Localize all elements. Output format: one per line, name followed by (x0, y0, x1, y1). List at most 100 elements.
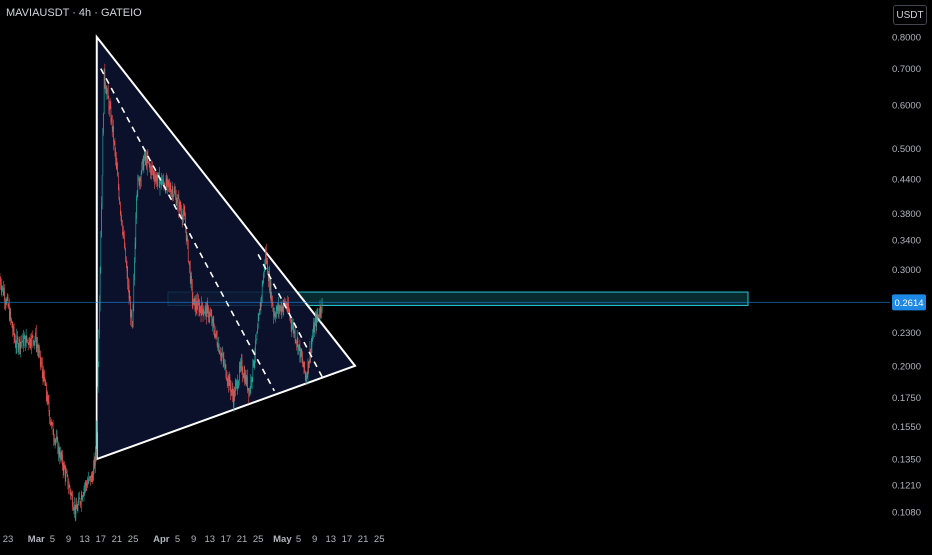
candle-up (101, 203, 102, 237)
candle-up (69, 486, 70, 487)
candle-down (248, 388, 249, 395)
candle-up (100, 268, 101, 303)
candle-down (281, 306, 282, 312)
candle-up (84, 487, 85, 488)
candle-down (38, 349, 39, 353)
candle-up (241, 360, 242, 363)
candle-down (14, 337, 15, 341)
candle-up (177, 198, 178, 203)
candle-down (72, 495, 73, 507)
candle-down (92, 475, 93, 477)
candle-up (35, 339, 36, 341)
candle-down (67, 473, 68, 475)
candle-up (138, 178, 139, 179)
candle-up (158, 174, 159, 175)
candle-up (297, 338, 298, 343)
candle-up (103, 114, 104, 133)
candle-up (142, 159, 143, 163)
candle-down (305, 372, 306, 376)
candle-down (110, 105, 111, 106)
candle-down (109, 98, 110, 110)
candle-down (197, 308, 198, 310)
candle-up (31, 336, 32, 347)
candle-up (162, 183, 163, 185)
candle-up (89, 477, 90, 478)
candle-down (168, 179, 169, 180)
candle-down (0, 280, 1, 286)
candle-up (96, 427, 97, 455)
candle-up (173, 195, 174, 197)
time-axis-label: 9 (312, 534, 317, 545)
candle-down (317, 314, 318, 317)
candle-up (136, 197, 137, 219)
candle-down (68, 475, 69, 487)
candle-down (68, 486, 69, 487)
candle-down (31, 345, 32, 346)
candle-down (154, 177, 155, 181)
candle-down (44, 371, 45, 379)
candle-up (221, 354, 222, 356)
price-axis-label: 0.1750 (892, 393, 921, 404)
candle-up (261, 299, 262, 311)
candle-up (167, 179, 168, 186)
candle-down (59, 455, 60, 459)
price-axis-label: 0.3000 (892, 265, 921, 276)
candle-up (97, 390, 98, 428)
candle-down (140, 178, 141, 181)
candle-down (27, 336, 28, 341)
candle-up (171, 191, 172, 194)
candle-up (294, 331, 295, 333)
candle-up (193, 299, 194, 305)
candle-down (223, 354, 224, 359)
candle-down (152, 168, 153, 172)
candle-down (42, 364, 43, 372)
candle-up (224, 363, 225, 364)
candle-down (302, 358, 303, 364)
candle-down (148, 161, 149, 162)
price-axis-label: 0.1210 (892, 481, 921, 492)
candle-up (98, 334, 99, 366)
candle-down (52, 423, 53, 424)
time-axis-label: 17 (221, 534, 232, 545)
candle-up (279, 308, 280, 310)
time-axis-label: Mar (28, 534, 45, 545)
candle-down (14, 327, 15, 337)
candle-down (213, 323, 214, 331)
candle-down (45, 380, 46, 386)
candle-down (150, 165, 151, 166)
candle-down (57, 439, 58, 454)
candle-up (292, 326, 293, 329)
candle-down (80, 503, 81, 504)
candle-down (279, 305, 280, 311)
time-axis-label: 5 (50, 534, 55, 545)
candle-up (197, 300, 198, 309)
candle-up (236, 383, 237, 386)
candle-down (195, 298, 196, 310)
candle-up (207, 305, 208, 317)
candle-down (108, 90, 109, 98)
candle-down (271, 282, 272, 300)
candle-down (40, 351, 41, 362)
candle-down (63, 466, 64, 471)
candle-up (2, 288, 3, 291)
candle-down (146, 157, 147, 168)
candle-up (37, 345, 38, 347)
candle-down (11, 319, 12, 322)
candle-up (135, 243, 136, 261)
currency-button[interactable]: USDT (893, 5, 927, 25)
candle-down (242, 360, 243, 373)
candle-up (101, 237, 102, 268)
candle-down (48, 396, 49, 401)
candle-down (149, 161, 150, 165)
candle-down (181, 211, 182, 217)
candle-down (203, 310, 204, 316)
candle-up (252, 377, 253, 381)
candle-down (15, 341, 16, 347)
candle-up (10, 311, 11, 319)
candle-down (127, 272, 128, 285)
time-axis-label: 17 (342, 534, 353, 545)
candle-down (251, 379, 252, 382)
candle-up (133, 305, 134, 327)
